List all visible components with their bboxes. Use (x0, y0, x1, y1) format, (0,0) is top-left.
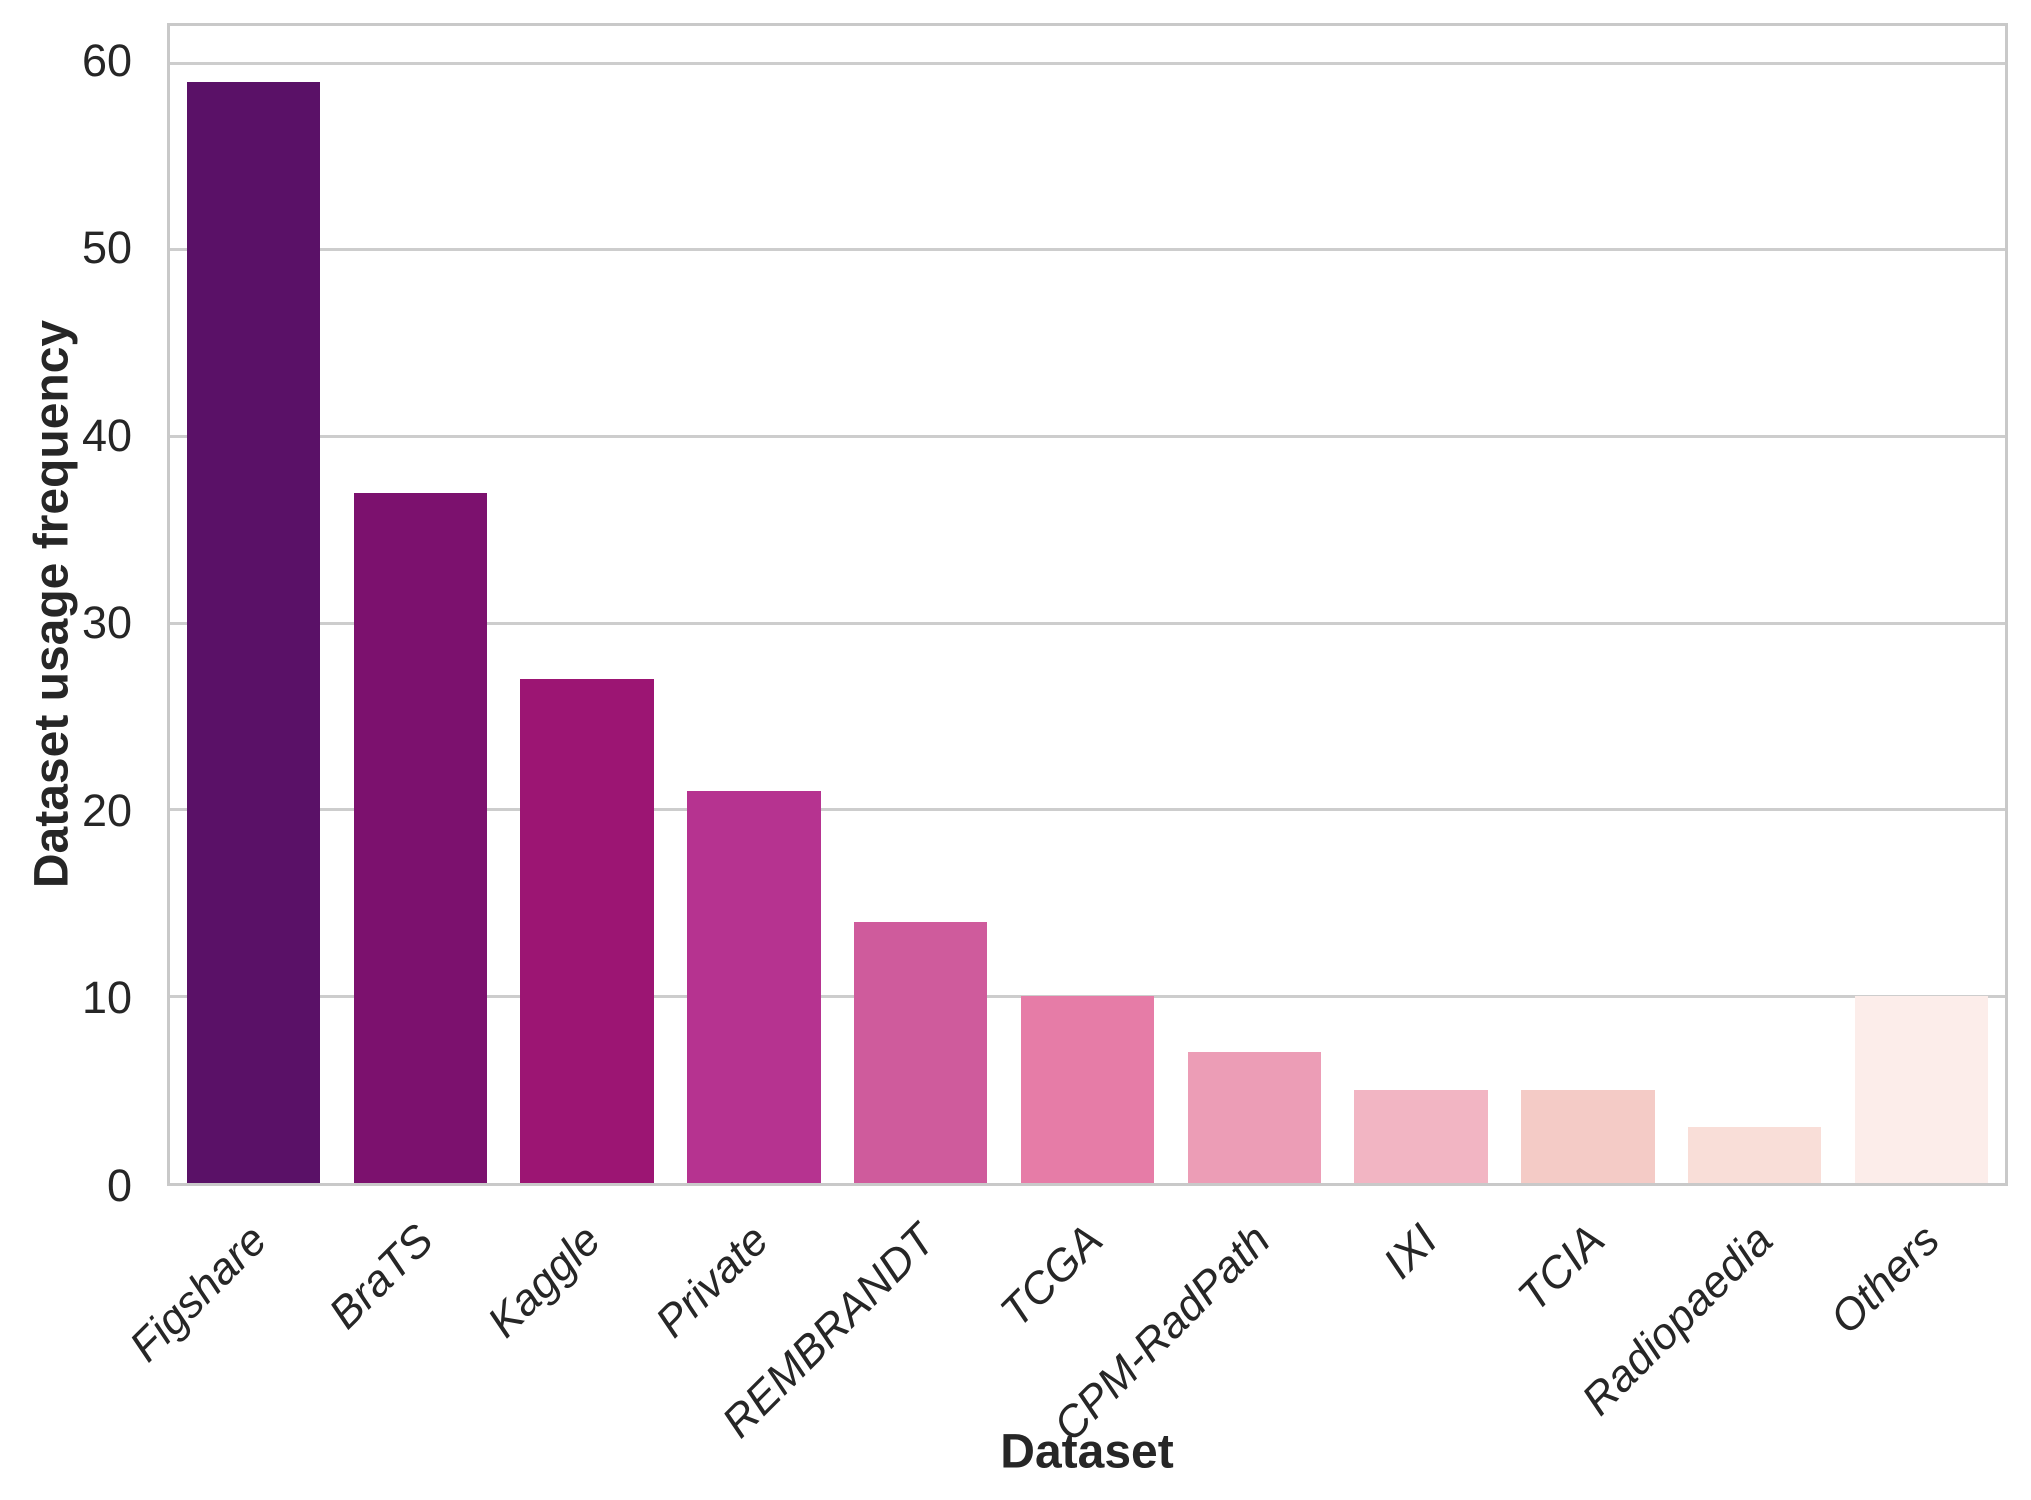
bar-REMBRANDT (853, 921, 988, 1183)
bar-TCIA (1521, 1089, 1655, 1183)
bar-Kaggle (520, 679, 654, 1183)
x-axis-title: Dataset (1000, 1425, 1174, 1479)
y-axis-tick-labels: 0 10 20 30 40 50 60 (0, 23, 167, 1208)
bar-slot-IXI (1338, 26, 1505, 1183)
x-tick-label-IXI: IXI (1374, 1215, 1448, 1289)
bar-Others (1854, 996, 1989, 1183)
bar-IXI (1354, 1089, 1488, 1183)
x-tick-label-TCGA: TCGA (991, 1215, 1113, 1337)
x-tick-label-TCIA: TCIA (1509, 1215, 1615, 1321)
bar-slot-Others (1838, 26, 2005, 1183)
bar-slot-CPM-RadPath (1171, 26, 1338, 1183)
bar-slot-Kaggle (504, 26, 671, 1183)
x-tick-label-Others: Others (1821, 1215, 1950, 1344)
bar-CPM-RadPath (1187, 1052, 1321, 1183)
bar-Figshare (186, 81, 321, 1183)
bar-slot-TCIA (1505, 26, 1672, 1183)
y-tick-label-0: 0 (106, 1160, 132, 1211)
bar-BraTS (353, 492, 487, 1183)
x-tick-label-BraTS: BraTS (320, 1215, 444, 1339)
y-tick-label-60: 60 (81, 34, 132, 86)
y-tick-label-30: 30 (81, 597, 132, 649)
bar-Radiopaedia (1688, 1127, 1822, 1183)
bar-Private (687, 791, 821, 1183)
bar-slot-TCGA (1004, 26, 1171, 1183)
x-tick-label-Kaggle: Kaggle (478, 1215, 611, 1347)
gridline-y-40 (170, 435, 2005, 439)
plot-area (167, 23, 2008, 1186)
gridline-y-20 (170, 808, 2005, 812)
x-axis-tick-labels: Figshare BraTS Kaggle Private REMBRANDT TCGA C… (120, 1192, 2008, 1452)
gridline-y-50 (170, 248, 2005, 252)
bars-row (170, 26, 2005, 1183)
bar-TCGA (1020, 996, 1155, 1183)
y-tick-label-10: 10 (81, 972, 132, 1024)
x-tick-label-Figshare: Figshare (119, 1215, 276, 1372)
bar-slot-REMBRANDT (837, 26, 1004, 1183)
gridline-y-30 (170, 621, 2005, 625)
gridline-y-60 (170, 61, 2005, 65)
x-tick-label-Private: Private (646, 1215, 778, 1347)
bar-slot-Radiopaedia (1671, 26, 1838, 1183)
y-tick-label-50: 50 (81, 222, 132, 274)
y-tick-label-20: 20 (81, 784, 132, 836)
bar-slot-Private (670, 26, 837, 1183)
y-tick-label-40: 40 (81, 409, 132, 461)
bar-slot-BraTS (337, 26, 504, 1183)
bar-slot-Figshare (170, 26, 337, 1183)
